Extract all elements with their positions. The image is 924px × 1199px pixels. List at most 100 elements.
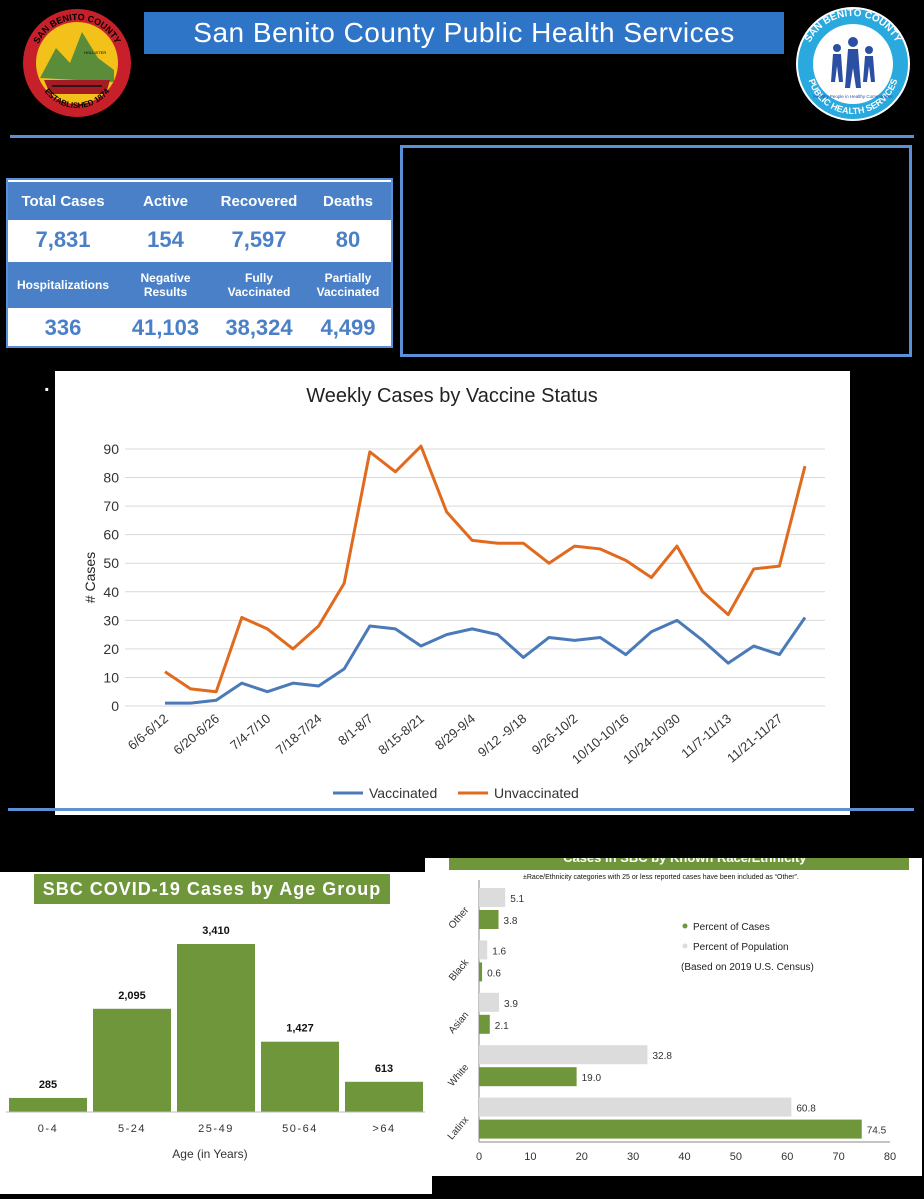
race-chart-title: Cases in SBC by Known Race/Ethnicity± xyxy=(563,858,811,865)
page-title: San Benito County Public Health Services xyxy=(144,12,784,54)
y-tick-label: 70 xyxy=(103,498,119,514)
race-note: ±Race/Ethnicity categories with 25 or le… xyxy=(523,874,799,881)
race-x-tick-label: 10 xyxy=(524,1151,536,1163)
weekly-cases-panel: Weekly Cases by Vaccine Status 0 10 20 30 40 5… xyxy=(55,371,850,815)
race-x-tick-label: 40 xyxy=(678,1151,690,1163)
series-line-unvaccinated xyxy=(165,446,805,692)
race-legend-note: (Based on 2019 U.S. Census) xyxy=(681,962,814,973)
x-tick-label: 9/26-10/2 xyxy=(529,711,581,758)
race-bar xyxy=(479,888,505,907)
race-bar-label: 3.8 xyxy=(504,916,518,927)
stat-label-partially-vaccinated: Partially Vaccinated xyxy=(305,262,391,308)
legend-label-unvaccinated: Unvaccinated xyxy=(494,785,579,801)
series-line-vaccinated xyxy=(165,617,805,703)
race-bar-label: 74.5 xyxy=(867,1126,887,1137)
y-tick-label: 50 xyxy=(103,555,119,571)
race-bar-label: 32.8 xyxy=(653,1051,673,1062)
stat-value-hospitalizations: 336 xyxy=(8,308,118,348)
y-axis-label: # Cases xyxy=(82,552,98,603)
race-bar xyxy=(479,1098,791,1117)
age-group-chart: SBC COVID-19 Cases by Age Group 285 0-4 2,0… xyxy=(0,872,432,1194)
y-tick-label: 90 xyxy=(103,441,119,457)
age-category-label: 0-4 xyxy=(38,1123,58,1135)
y-tick-label: 80 xyxy=(103,470,119,486)
race-x-tick-label: 70 xyxy=(833,1151,845,1163)
y-tick-label: 30 xyxy=(103,612,119,628)
stat-value-negative-results: 41,103 xyxy=(118,308,213,348)
race-x-tick-label: 50 xyxy=(730,1151,742,1163)
age-category-label: 50-64 xyxy=(282,1123,318,1135)
stat-value-total-cases: 7,831 xyxy=(8,220,118,260)
race-category-label: Black xyxy=(447,957,472,984)
race-title-mark: ± xyxy=(807,858,812,859)
age-group-panel: SBC COVID-19 Cases by Age Group 285 0-4 2,0… xyxy=(0,872,432,1194)
race-x-tick-label: 0 xyxy=(476,1151,482,1163)
race-ethnicity-panel: Cases in SBC by Known Race/Ethnicity± ±Ra… xyxy=(425,858,922,1176)
divider-middle xyxy=(8,808,914,811)
stat-value-active: 154 xyxy=(118,220,213,260)
stats-table: Total Cases Active Recovered Deaths 7,83… xyxy=(6,178,393,348)
age-bar-label: 285 xyxy=(39,1079,57,1091)
y-tick-label: 0 xyxy=(111,698,119,714)
age-bar xyxy=(261,1042,339,1112)
race-bar xyxy=(479,1045,648,1064)
stat-value-deaths: 80 xyxy=(305,220,391,260)
age-bar-label: 1,427 xyxy=(286,1023,314,1035)
race-bar-label: 19.0 xyxy=(582,1073,602,1084)
stat-label-deaths: Deaths xyxy=(305,182,391,220)
race-x-tick-label: 20 xyxy=(576,1151,588,1163)
y-tick-label: 20 xyxy=(103,641,119,657)
race-x-tick-label: 80 xyxy=(884,1151,896,1163)
age-bar-label: 3,410 xyxy=(202,925,230,937)
legend-label-vaccinated: Vaccinated xyxy=(369,785,437,801)
y-tick-label: 40 xyxy=(103,584,119,600)
stat-label-hospitalizations: Hospitalizations xyxy=(8,262,118,308)
stat-value-recovered: 7,597 xyxy=(213,220,305,260)
y-tick-label: 10 xyxy=(103,669,119,685)
race-bar-label: 3.9 xyxy=(504,999,518,1010)
x-tick-label: 6/6-6/12 xyxy=(125,711,171,753)
race-bar xyxy=(479,962,482,981)
x-tick-label: 6/20-6/26 xyxy=(170,711,222,758)
race-x-tick-label: 60 xyxy=(781,1151,793,1163)
public-health-logo: SAN BENITO COUNTY PUBLIC HEALTH SERVICES… xyxy=(795,6,911,122)
logo-tagline: Healthy People in Healthy Communities xyxy=(813,94,893,99)
race-bar-label: 2.1 xyxy=(495,1021,509,1032)
race-category-label: White xyxy=(446,1062,471,1089)
x-tick-label: 10/24-10/30 xyxy=(620,711,683,767)
race-bar xyxy=(479,993,499,1012)
age-chart-title: SBC COVID-19 Cases by Age Group xyxy=(43,879,381,899)
age-x-axis-label: Age (in Years) xyxy=(172,1147,247,1161)
race-legend-label: Percent of Population xyxy=(693,942,789,953)
x-tick-label: 8/29-9/4 xyxy=(432,711,478,753)
y-tick-label: 60 xyxy=(103,527,119,543)
weekly-cases-chart: Weekly Cases by Vaccine Status 0 10 20 30 40 5… xyxy=(55,371,850,815)
race-bar xyxy=(479,1015,490,1034)
race-category-label: Latinx xyxy=(446,1115,472,1143)
age-bar xyxy=(345,1082,423,1112)
race-x-tick-label: 30 xyxy=(627,1151,639,1163)
info-box xyxy=(400,145,912,357)
race-category-label: Other xyxy=(447,905,472,932)
race-legend-marker xyxy=(683,924,688,929)
x-tick-label: 11/21-11/27 xyxy=(724,711,785,766)
race-ethnicity-chart: Cases in SBC by Known Race/Ethnicity± ±Ra… xyxy=(425,858,922,1176)
race-bar xyxy=(479,940,487,959)
race-category-label: Asian xyxy=(447,1010,472,1036)
age-bar xyxy=(177,944,255,1112)
race-legend-label: Percent of Cases xyxy=(693,922,770,933)
chart-title: Weekly Cases by Vaccine Status xyxy=(306,385,598,407)
age-category-label: 25-49 xyxy=(198,1123,234,1135)
stat-label-negative-results: Negative Results xyxy=(118,262,213,308)
stat-value-partially-vaccinated: 4,499 xyxy=(305,308,391,348)
age-bar-label: 2,095 xyxy=(118,990,146,1002)
race-bar xyxy=(479,910,499,929)
x-tick-label: 7/18-7/24 xyxy=(273,711,325,758)
stat-value-fully-vaccinated: 38,324 xyxy=(213,308,305,348)
race-bar-label: 0.6 xyxy=(487,968,501,979)
race-bar xyxy=(479,1120,862,1139)
divider-top xyxy=(10,135,914,138)
seal-inner-text: HOLLISTER xyxy=(84,50,106,55)
county-seal-logo: SAN BENITO COUNTY ESTABLISHED 1874 HOLLI… xyxy=(22,8,132,118)
section-label: . Curve xyxy=(44,374,112,397)
